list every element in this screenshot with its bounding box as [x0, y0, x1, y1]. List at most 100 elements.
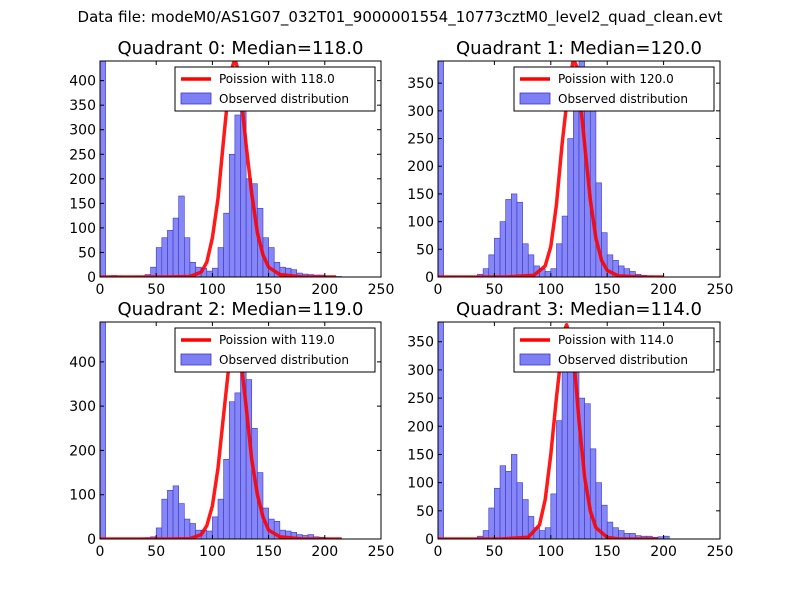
legend-label-poisson: Poission with 114.0 [558, 333, 674, 347]
quadrant-3-chart: 0 50 100 150 200 250 0 50 100 150 200 250 300 350 Quad… [407, 299, 733, 560]
x-tick-label: 0 [434, 282, 443, 298]
histogram-bar [511, 193, 518, 277]
quadrant-1-chart: 0 50 100 150 200 250 0 50 100 150 200 250 300 350 Quad… [407, 38, 733, 298]
histogram-bar [522, 243, 529, 277]
histogram-bar [206, 530, 213, 539]
histogram-bar [499, 465, 506, 539]
y-tick-label: 250 [407, 391, 434, 407]
x-tick-label: 150 [255, 282, 282, 298]
legend-label-observed: Observed distribution [219, 92, 349, 106]
histogram-bar [494, 487, 501, 539]
histogram-bar [567, 138, 574, 277]
histogram-bar [488, 507, 495, 539]
histogram-bar [212, 267, 219, 277]
x-tick-label: 0 [96, 282, 105, 298]
x-tick-label: 0 [96, 544, 105, 560]
histogram-bar [544, 271, 552, 277]
legend: Poission with 118.0 Observed distribution [174, 66, 376, 112]
histogram-bar [438, 322, 444, 539]
histogram-bar [505, 199, 512, 277]
y-tick-label: 300 [69, 399, 96, 415]
x-tick-label: 150 [594, 544, 621, 560]
legend-label-observed: Observed distribution [558, 353, 688, 367]
histogram-bar [161, 498, 168, 539]
x-tick-label: 50 [147, 544, 165, 560]
histogram-bar [561, 215, 569, 277]
y-tick-label: 300 [407, 363, 434, 379]
y-tick-label: 200 [407, 159, 434, 175]
histogram-bar [161, 237, 168, 277]
histogram-bar [494, 237, 501, 277]
histogram-bar [505, 471, 512, 539]
legend-label-poisson: Poission with 120.0 [558, 72, 674, 86]
legend-label-observed: Observed distribution [558, 92, 688, 106]
chart-title: Quadrant 1: Median=120.0 [456, 38, 702, 59]
legend-bar-swatch [519, 92, 551, 105]
x-tick-label: 200 [311, 282, 338, 298]
histogram-bar [268, 247, 275, 277]
histogram-bar [511, 454, 518, 539]
histogram-bar [556, 420, 563, 539]
legend: Poission with 114.0 Observed distribution [513, 327, 715, 373]
y-tick-label: 50 [416, 504, 434, 520]
x-tick-label: 250 [707, 544, 734, 560]
x-tick-label: 100 [199, 544, 226, 560]
histogram-bar [550, 493, 557, 539]
y-tick-label: 0 [87, 532, 96, 548]
x-tick-label: 100 [537, 282, 564, 298]
y-tick-label: 300 [69, 123, 96, 139]
y-tick-label: 150 [69, 196, 96, 212]
x-tick-label: 0 [434, 544, 443, 560]
x-tick-label: 100 [199, 282, 226, 298]
poisson-curve [100, 61, 336, 277]
histogram-bar [488, 254, 495, 277]
y-tick-label: 350 [407, 335, 434, 351]
histogram-bar [499, 221, 506, 277]
histogram-bar [172, 217, 179, 277]
histogram-bar [184, 518, 191, 539]
histogram-bar [228, 401, 236, 539]
quadrant-2-chart: 0 50 100 150 200 250 0 100 200 300 400 Quadrant 2: … [69, 299, 394, 560]
histogram-bar [217, 247, 224, 277]
axes-frame [99, 321, 382, 540]
x-tick-label: 150 [255, 544, 282, 560]
x-tick-label: 200 [650, 282, 677, 298]
legend-label-poisson: Poission with 118.0 [219, 72, 335, 86]
histogram-bar [178, 195, 185, 277]
histogram-bar [184, 237, 191, 277]
y-tick-label: 0 [425, 532, 434, 548]
histogram-bar [167, 230, 174, 277]
figure-title: Data file: modeM0/AS1G07_032T01_90000015… [77, 8, 723, 26]
histogram-bar [595, 182, 602, 277]
x-tick-label: 250 [368, 282, 395, 298]
chart-title: Quadrant 3: Median=114.0 [456, 299, 702, 320]
legend-bar-swatch [180, 353, 212, 366]
y-tick-label: 0 [425, 270, 434, 286]
histogram-bar [217, 498, 224, 539]
legend-label-observed: Observed distribution [219, 353, 349, 367]
y-tick-label: 100 [69, 221, 96, 237]
y-tick-label: 300 [407, 104, 434, 120]
legend: Poission with 120.0 Observed distribution [513, 66, 715, 112]
x-tick-label: 250 [707, 282, 734, 298]
quadrant-0-chart: 0 50 100 150 200 250 0 50 100 150 200 250 300 350 400 Q… [69, 38, 394, 298]
legend: Poission with 119.0 Observed distribution [174, 327, 376, 373]
chart-title: Quadrant 0: Median=118.0 [118, 38, 364, 59]
y-tick-label: 100 [69, 488, 96, 504]
y-tick-label: 200 [69, 172, 96, 188]
histogram-bar [544, 527, 552, 539]
x-tick-label: 50 [485, 282, 503, 298]
y-tick-label: 200 [69, 443, 96, 459]
y-tick-label: 250 [407, 132, 434, 148]
histogram-bar [100, 322, 106, 539]
histogram-bar [167, 489, 174, 539]
histogram-bar [228, 153, 236, 277]
y-tick-label: 50 [416, 242, 434, 258]
histogram-bar [516, 482, 523, 539]
legend-label-poisson: Poission with 119.0 [219, 333, 335, 347]
histogram-bar [212, 516, 219, 539]
chart-title: Quadrant 2: Median=119.0 [118, 299, 364, 320]
x-tick-label: 250 [368, 544, 395, 560]
histogram-bar [516, 201, 523, 277]
